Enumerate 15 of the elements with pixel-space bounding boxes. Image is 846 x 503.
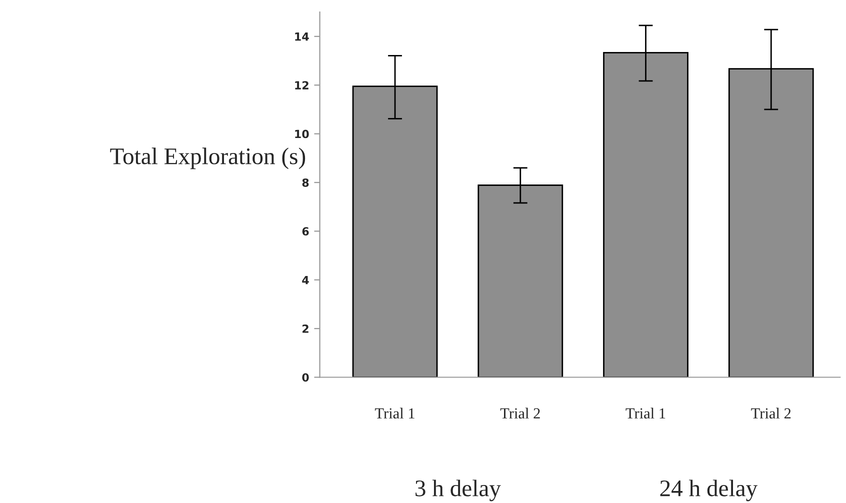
- y-tick-label: 10: [295, 130, 309, 138]
- y-tick-label: 2: [302, 324, 308, 333]
- x-tick-label: Trial 1: [626, 408, 666, 419]
- y-tick-label: 12: [295, 81, 308, 90]
- y-tick-label: 4: [302, 276, 309, 284]
- text: 24 h delay: [660, 480, 758, 502]
- text: 3 h delay: [416, 480, 501, 502]
- y-tick-label: 14: [295, 32, 309, 41]
- y-tick-label: 8: [302, 178, 309, 187]
- y-tick-label: 6: [302, 227, 309, 236]
- y-tick-label: 0: [302, 373, 309, 382]
- x-tick-label: Trial 2: [500, 408, 540, 419]
- y-axis-title: Total Exploration (s): [110, 148, 306, 170]
- x-tick-label: Trial 2: [751, 408, 791, 419]
- x-tick-label: Trial 1: [374, 408, 414, 419]
